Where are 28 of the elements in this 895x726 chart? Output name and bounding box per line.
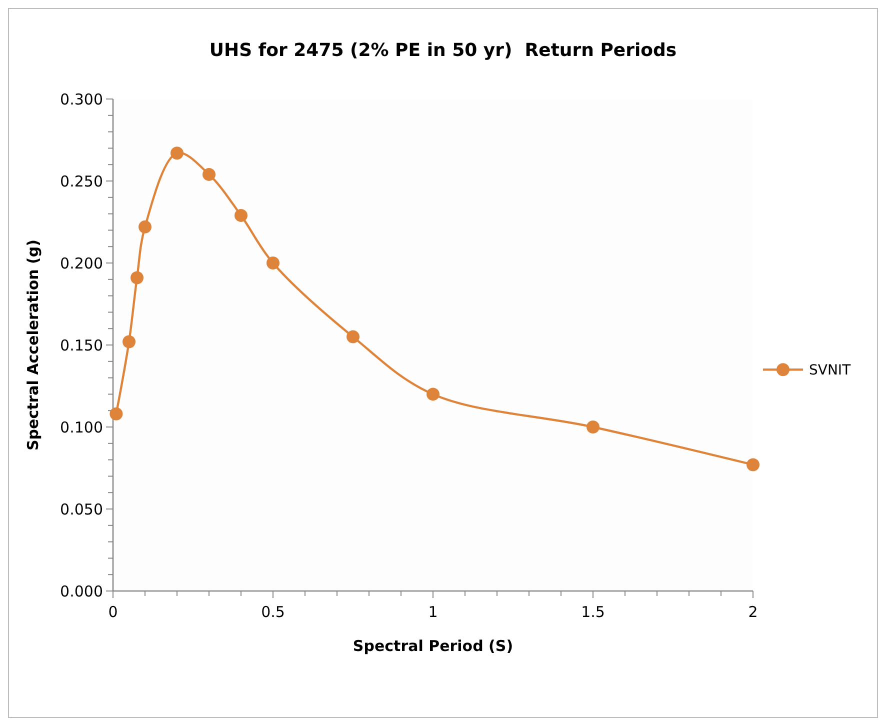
y-tick-label: 0.250 — [60, 172, 103, 190]
y-tick-label: 0.000 — [60, 582, 103, 600]
point — [426, 388, 440, 401]
y-tick-label: 0.150 — [60, 336, 103, 354]
y-tick-label: 0.100 — [60, 418, 103, 436]
point — [122, 335, 136, 348]
x-axis-title: Spectral Period (S) — [352, 637, 514, 655]
x-tick-label: 1.5 — [581, 603, 605, 621]
point — [138, 220, 152, 234]
y-tick-label: 0.200 — [60, 254, 103, 272]
point — [170, 146, 184, 160]
point — [110, 407, 123, 420]
point — [346, 330, 360, 344]
y-tick-label: 0.300 — [60, 90, 103, 108]
y-tick-label: 0.050 — [60, 500, 103, 518]
x-tick-label: 1 — [428, 603, 438, 621]
point — [130, 271, 144, 284]
point — [234, 208, 248, 222]
x-tick-label: 2 — [748, 603, 758, 621]
x-tick-label: 0 — [108, 603, 118, 621]
point — [746, 458, 760, 472]
point — [202, 168, 216, 181]
x-tick-label: 0.5 — [261, 603, 285, 621]
chart-title: UHS for 2475 (2% PE in 50 yr) Return Periods — [209, 40, 677, 61]
legend-label: SVNIT — [809, 362, 852, 378]
y-axis-title: Spectral Acceleration (g) — [24, 239, 42, 451]
point — [586, 420, 600, 434]
point — [266, 256, 280, 270]
